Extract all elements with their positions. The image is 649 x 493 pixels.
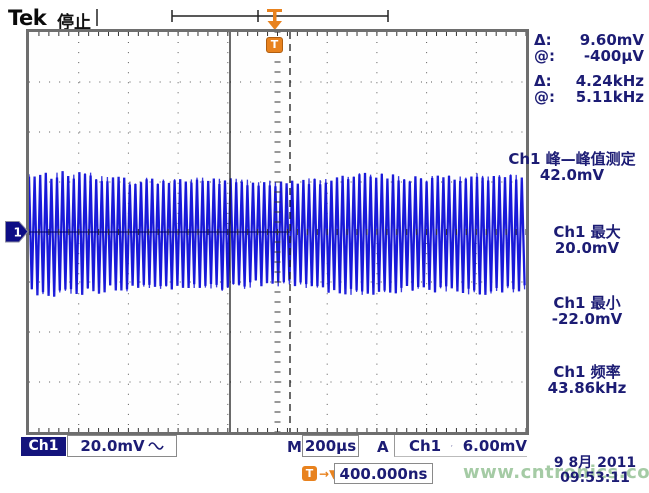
trigger-position-readout: 400.000ns xyxy=(334,463,433,484)
cursor-readout-at-f: @: 5.11kHz xyxy=(534,88,644,106)
at-label: @: xyxy=(534,47,555,65)
measurement-title: Ch1 最大 xyxy=(553,223,621,241)
cursor-readout-at-v: @: -400µV xyxy=(534,47,644,65)
cursor-readout-delta-f: Δ: 4.24kHz xyxy=(534,72,644,90)
delta-label: Δ: xyxy=(534,72,552,90)
watermark: www.cntronics.com xyxy=(463,462,649,483)
datetime: 9 8月 2011 09:53:11 xyxy=(545,456,645,486)
trigger-arrow-icon: →▼ xyxy=(319,467,339,481)
at-label: @: xyxy=(534,88,555,106)
trigger-position-value: 400.000ns xyxy=(339,464,428,483)
sine-wave-icon xyxy=(147,442,164,450)
measurement-max: Ch1 最大 20.0mV xyxy=(528,224,646,256)
measurement-min: Ch1 最小 -22.0mV xyxy=(528,295,646,327)
channel-1-marker-label: 1 xyxy=(14,226,22,240)
delta-value: 4.24kHz xyxy=(575,72,644,90)
trigger-source: Ch1 xyxy=(409,436,442,455)
timebase-value: 200µs xyxy=(304,437,357,455)
cursor-readout-delta-v: Δ: 9.60mV xyxy=(534,31,644,49)
date: 9 8月 2011 xyxy=(553,455,637,471)
acquire-label: A xyxy=(377,438,389,456)
trigger-readout: Ch1 6.00mV xyxy=(394,435,527,457)
measurement-value: 43.86kHz xyxy=(547,379,627,397)
measurement-title: Ch1 峰—峰值测定 xyxy=(508,150,636,168)
acquisition-status: 停止 xyxy=(57,13,91,33)
vertical-scale-value: 20.0mV xyxy=(80,437,145,455)
measurement-title: Ch1 最小 xyxy=(553,294,621,312)
measurement-title: Ch1 频率 xyxy=(553,363,621,381)
record-view-indicator xyxy=(96,9,389,26)
measurement-value: 42.0mV xyxy=(539,166,605,184)
graticule xyxy=(26,29,529,435)
rising-edge-icon xyxy=(451,444,453,447)
trigger-t-icon: T xyxy=(302,466,317,481)
trigger-t-badge: T xyxy=(266,37,283,53)
measurement-pk2pk: Ch1 峰—峰值测定 42.0mV xyxy=(498,151,646,183)
measurement-value: -22.0mV xyxy=(551,310,623,328)
channel-badge: Ch1 xyxy=(21,437,66,456)
main-timebase-label: M xyxy=(287,438,302,456)
at-value: -400µV xyxy=(583,47,644,65)
vertical-scale-readout: 20.0mV xyxy=(67,435,177,457)
trigger-position-marker-icon xyxy=(267,9,282,30)
at-value: 5.11kHz xyxy=(575,88,644,106)
delta-value: 9.60mV xyxy=(579,31,644,49)
measurement-value: 20.0mV xyxy=(554,239,620,257)
tek-logo: Tek xyxy=(8,6,47,30)
channel-1-marker-icon: 1 xyxy=(5,221,29,243)
delta-label: Δ: xyxy=(534,31,552,49)
time: 09:53:11 xyxy=(560,470,630,486)
measurement-freq: Ch1 频率 43.86kHz xyxy=(528,364,646,396)
trigger-level: 6.00mV xyxy=(462,436,527,455)
waveform-plot xyxy=(29,32,526,432)
timebase-readout: 200µs xyxy=(302,435,359,457)
